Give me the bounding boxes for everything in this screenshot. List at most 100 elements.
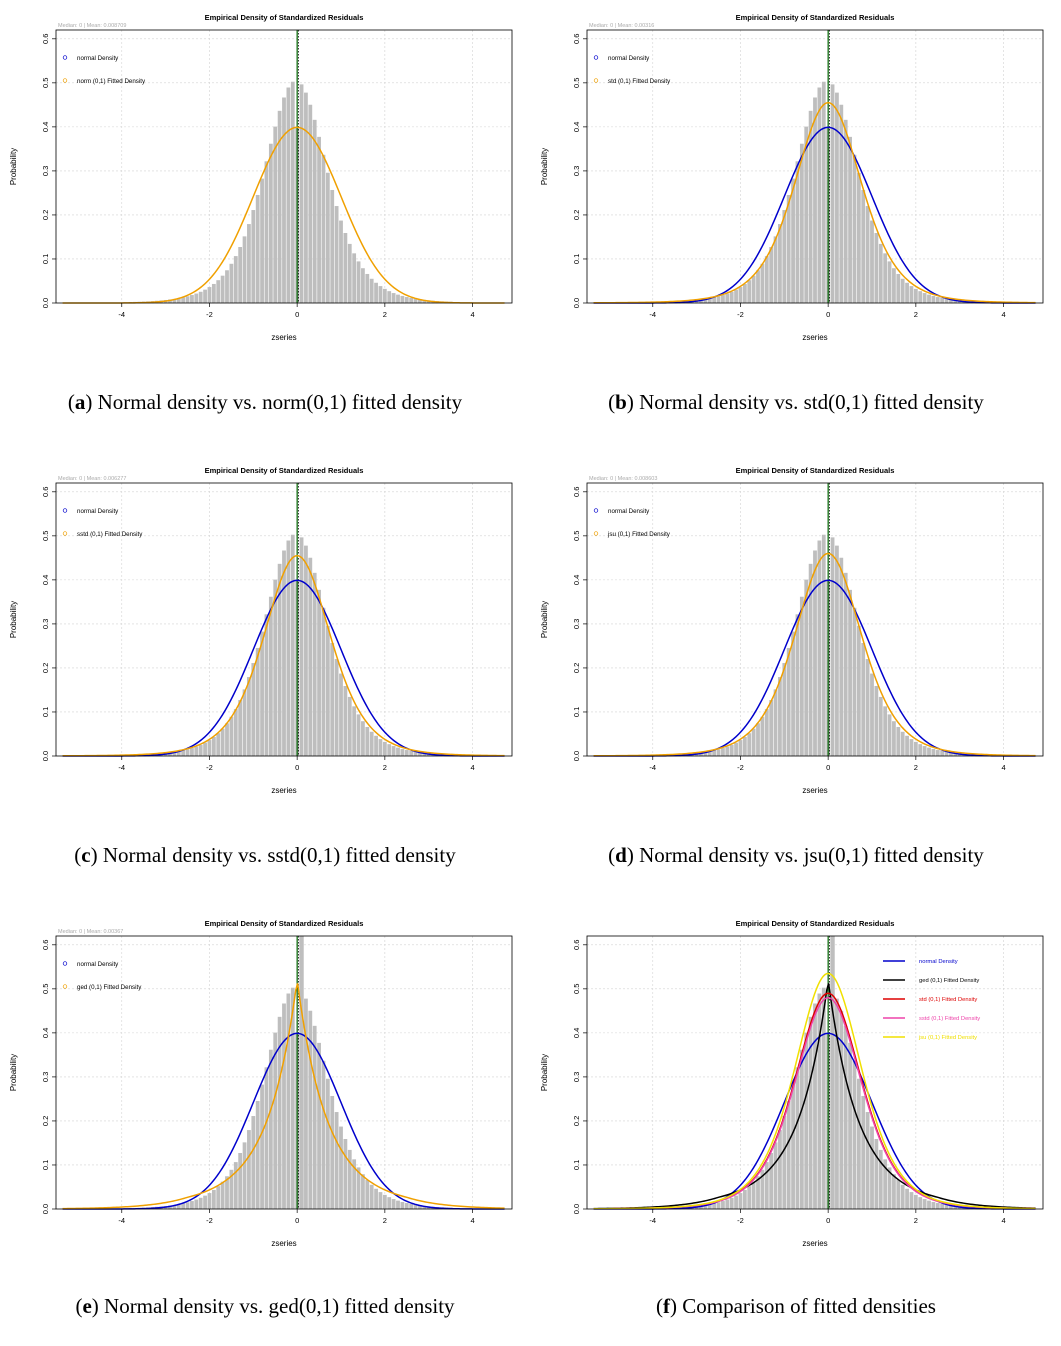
bar-d-33: [804, 579, 809, 756]
bar-b-41: [839, 104, 844, 303]
bar-f-40: [835, 998, 839, 1209]
chart-title-c: Empirical Density of Standardized Residu…: [205, 466, 364, 475]
bar-c-50: [347, 696, 352, 756]
histogram-f: [659, 936, 984, 1209]
x-tick-label-f-3: 2: [914, 1216, 918, 1225]
y-tick-label-a-1: 0.1: [41, 254, 50, 264]
bar-c-9: [168, 752, 172, 756]
legend-a: normal Density norm (0,1) Fitted Density: [62, 55, 146, 85]
bar-a-15: [194, 293, 199, 303]
bar-e-33: [273, 1032, 278, 1209]
bar-e-28: [251, 1116, 256, 1209]
bar-b-63: [935, 297, 940, 303]
bar-c-55: [369, 731, 374, 756]
bar-a-45: [325, 172, 330, 303]
bar-d-42: [843, 572, 848, 756]
curve-e-1: [62, 983, 505, 1210]
bar-a-60: [391, 293, 396, 303]
bar-d-10: [703, 751, 708, 756]
x-tick-label-e-3: 2: [383, 1216, 387, 1225]
bar-a-62: [400, 295, 405, 303]
legend-marker-d-0: [593, 508, 599, 513]
bar-d-56: [905, 735, 909, 756]
bar-e-45: [325, 1078, 330, 1209]
legend-marker-d-1: [593, 531, 599, 536]
bar-f-67: [953, 1205, 958, 1209]
legend-c: normal Density sstd (0,1) Fitted Density: [62, 508, 143, 538]
x-tick-label-c-4: 4: [470, 763, 474, 772]
bar-c-49: [343, 685, 348, 756]
x-axis-label-f: zseries: [802, 1239, 827, 1248]
bar-c-47: [334, 659, 339, 756]
panel-f: Empirical Density of Standardized Residu…: [531, 906, 1061, 1346]
bar-e-9: [168, 1205, 172, 1209]
bar-e-40: [304, 998, 308, 1209]
y-tick-label-d-2: 0.2: [572, 663, 581, 673]
bar-e-15: [194, 1199, 199, 1209]
stat-text-c: Median: 0 | Mean: 0.006277: [58, 476, 126, 482]
bar-a-37: [290, 81, 295, 303]
bar-a-25: [238, 246, 243, 303]
bar-c-61: [396, 747, 400, 756]
bar-e-41: [308, 1010, 313, 1209]
stat-text-a: Median: 0 | Mean: 0.008709: [58, 23, 126, 29]
bar-f-22: [756, 1176, 760, 1209]
bar-a-63: [404, 297, 409, 303]
bar-d-57: [909, 739, 914, 756]
histogram-e: [128, 936, 453, 1209]
bar-d-13: [716, 749, 721, 756]
bar-c-18: [207, 740, 212, 756]
chart-title-e: Empirical Density of Standardized Residu…: [205, 919, 364, 928]
bar-d-32: [799, 596, 804, 756]
bar-b-31: [795, 161, 800, 303]
bar-d-62: [931, 748, 936, 756]
bar-d-53: [892, 721, 896, 756]
bar-f-17: [734, 1195, 738, 1209]
bar-c-21: [220, 728, 225, 756]
bar-b-57: [909, 286, 914, 303]
bar-e-46: [330, 1095, 335, 1209]
bar-b-36: [817, 87, 822, 304]
bar-d-66: [949, 752, 953, 756]
bar-b-51: [883, 253, 888, 303]
bar-c-60: [391, 746, 396, 756]
bar-b-65: [944, 298, 949, 303]
legend-b: normal Density std (0,1) Fitted Density: [593, 55, 671, 85]
bar-d-59: [918, 744, 923, 756]
y-tick-label-c-3: 0.3: [41, 619, 50, 629]
caption-f: (f) Comparison of fitted densities: [656, 1294, 936, 1318]
x-axis-label-e: zseries: [271, 1239, 296, 1248]
y-tick-label-f-2: 0.2: [572, 1116, 581, 1126]
y-tick-label-e-0: 0.0: [41, 1204, 50, 1214]
bar-e-22: [225, 1176, 229, 1209]
bar-b-22: [756, 270, 760, 303]
bar-b-62: [931, 295, 936, 303]
bar-c-39: [299, 537, 304, 756]
legend-f: normal Density ged (0,1) Fitted Density st…: [883, 959, 980, 1041]
legend-marker-c-0: [62, 508, 68, 513]
bar-d-34: [808, 563, 813, 756]
x-tick-label-f-2: 0: [826, 1216, 830, 1225]
bar-e-29: [255, 1100, 260, 1209]
bar-f-33: [804, 1032, 809, 1209]
bar-a-48: [339, 220, 343, 303]
bar-d-27: [778, 677, 782, 756]
bar-b-32: [799, 143, 804, 303]
bar-d-16: [729, 744, 734, 756]
bar-f-9: [699, 1205, 703, 1209]
bar-e-55: [369, 1184, 374, 1209]
curve-f-1: [593, 983, 1036, 1210]
legend-label-a-1: norm (0,1) Fitted Density: [77, 78, 146, 85]
bar-a-12: [181, 297, 186, 303]
bar-e-51: [352, 1159, 357, 1209]
bar-b-26: [773, 236, 778, 303]
bar-f-42: [843, 1025, 848, 1209]
y-tick-label-f-0: 0.0: [572, 1204, 581, 1214]
y-tick-label-f-1: 0.1: [572, 1160, 581, 1170]
bar-e-47: [334, 1112, 339, 1209]
bar-f-44: [852, 1060, 857, 1209]
chart-title-d: Empirical Density of Standardized Residu…: [736, 466, 895, 475]
bar-f-55: [900, 1184, 905, 1209]
y-tick-label-e-1: 0.1: [41, 1160, 50, 1170]
bar-b-20: [747, 280, 752, 303]
